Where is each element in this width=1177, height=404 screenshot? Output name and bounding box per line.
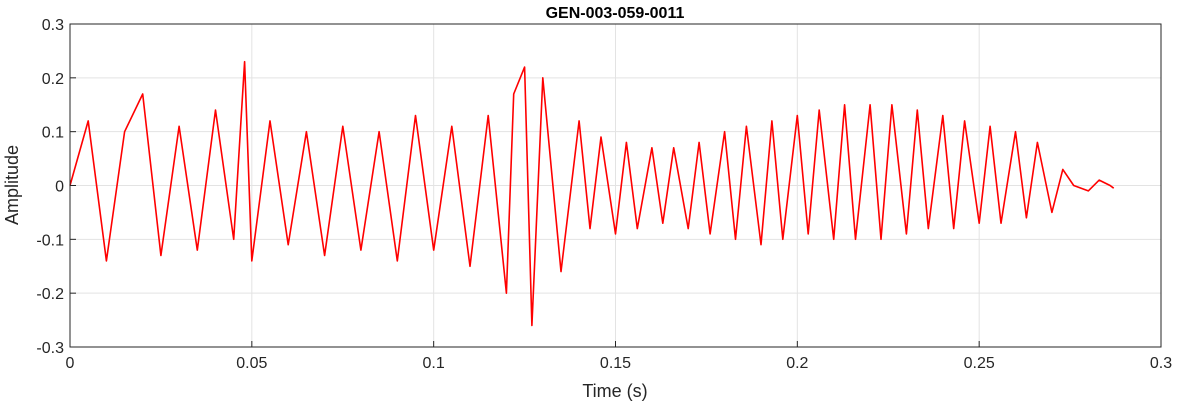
- y-tick-label: 0.2: [42, 71, 64, 88]
- chart-title: GEN-003-059-0011: [546, 5, 685, 22]
- x-tick-label: 0.3: [1150, 355, 1172, 372]
- y-tick-label: -0.2: [36, 286, 64, 303]
- y-tick-label: -0.3: [36, 340, 64, 357]
- x-axis: 0 0.05 0.1 0.15 0.2 0.25 0.3: [66, 341, 1172, 372]
- y-axis-label: Amplitude: [2, 145, 22, 225]
- x-tick-label: 0.15: [600, 355, 631, 372]
- x-tick-label: 0.25: [964, 355, 995, 372]
- y-tick-label: 0.3: [42, 17, 64, 34]
- y-tick-label: -0.1: [36, 232, 64, 249]
- x-tick-label: 0.2: [786, 355, 808, 372]
- y-tick-label: 0.1: [42, 125, 64, 142]
- y-tick-label: 0: [55, 179, 64, 196]
- x-tick-label: 0.05: [236, 355, 267, 372]
- y-axis: -0.3 -0.2 -0.1 0 0.1 0.2 0.3: [36, 17, 76, 357]
- x-axis-label: Time (s): [582, 381, 647, 401]
- waveform-line: [69, 60, 1115, 327]
- x-tick-label: 0.1: [423, 355, 445, 372]
- x-tick-label: 0: [66, 355, 75, 372]
